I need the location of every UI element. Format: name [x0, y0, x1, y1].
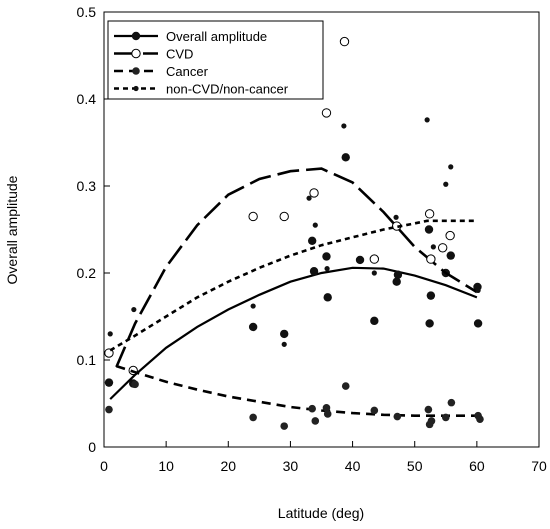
y-tick-label: 0.5 [77, 4, 97, 20]
marks-layer [104, 36, 484, 430]
series-1-point [339, 36, 350, 47]
series-3-point [341, 123, 347, 129]
legend-marker-3 [133, 85, 139, 92]
series-0-point [425, 319, 434, 328]
series-1-point [424, 209, 435, 219]
series-3-point [131, 306, 137, 313]
x-tick-label: 70 [531, 458, 547, 474]
series-1-fit-line [115, 167, 478, 368]
legend-marker-0 [131, 31, 141, 41]
y-tick-label: 0.4 [77, 91, 97, 107]
y-axis-label: Overall amplitude [4, 175, 20, 284]
series-2-fit-line [115, 364, 477, 417]
series-2-point [427, 417, 436, 425]
series-0-point [248, 322, 258, 332]
series-1-point [321, 108, 332, 118]
legend-box [107, 20, 324, 100]
series-3-point [371, 270, 377, 276]
series-1-point [426, 254, 436, 264]
legend-label-3: non-CVD/non-cancer [166, 82, 289, 97]
series-2-point [370, 406, 379, 415]
series-3-point [306, 195, 312, 201]
series-2-point [308, 404, 316, 413]
series-0-point [393, 270, 403, 279]
series-0-point [280, 329, 289, 339]
x-axis-label: Latitude (deg) [278, 505, 364, 521]
series-0-point [424, 225, 434, 234]
series-3-point [107, 331, 113, 337]
series-0-fit-line [109, 266, 478, 400]
series-3-fit-line [109, 219, 477, 352]
series-2-point [322, 404, 331, 412]
x-tick-label: 0 [100, 458, 108, 474]
series-0-point [392, 277, 401, 286]
series-2-point [447, 398, 456, 407]
series-3-point [475, 287, 481, 293]
series-0-point [355, 255, 365, 265]
series-1-point [445, 230, 455, 241]
series-2-point [311, 417, 320, 425]
series-2-point [424, 405, 433, 414]
y-tick-label: 0.2 [77, 265, 97, 281]
series-2-point [393, 412, 402, 421]
x-tick-label: 60 [469, 458, 485, 474]
series-3-point [424, 117, 430, 123]
series-3-point [324, 266, 330, 272]
series-2 [105, 364, 484, 430]
legend-label-2: Cancer [166, 64, 209, 79]
series-3 [107, 117, 481, 352]
series-0-point [307, 236, 317, 246]
legend-marker-2 [132, 67, 140, 75]
series-2-point [441, 413, 450, 422]
series-3-point [448, 164, 454, 170]
series-2-point [341, 382, 350, 390]
x-tick-label: 20 [220, 458, 236, 474]
series-0-point [341, 153, 350, 162]
x-tick-label: 40 [345, 458, 361, 474]
legend: Overall amplitude CVD Cancer non-CVD/non-ca… [107, 20, 324, 100]
series-3-point [443, 181, 449, 187]
legend-marker-1 [131, 48, 141, 59]
series-2-point [131, 380, 139, 389]
series-1-point [309, 188, 319, 198]
x-tick-label: 30 [283, 458, 299, 474]
series-0-point [473, 319, 483, 328]
series-2-point [105, 405, 113, 414]
legend-items: Overall amplitude CVD Cancer non-CVD/non-ca… [114, 29, 289, 97]
series-1-point [437, 243, 448, 253]
series-0-point [323, 293, 332, 302]
series-1-point [248, 211, 258, 222]
series-0 [104, 153, 483, 400]
series-3-point [312, 222, 318, 228]
legend-label-1: CVD [166, 47, 193, 62]
series-3-point [250, 303, 256, 309]
series-3-point [281, 341, 287, 347]
series-3-point [393, 214, 399, 220]
series-1-point [369, 254, 380, 264]
series-0-point [309, 267, 319, 276]
x-tick-label: 50 [407, 458, 423, 474]
series-2-point [280, 422, 289, 430]
series-0-point [446, 251, 455, 260]
series-0-point [104, 378, 114, 387]
series-3-point [430, 244, 436, 250]
series-0-point [322, 252, 331, 261]
series-0-point [370, 316, 379, 326]
series-2-point [249, 413, 257, 422]
y-tick-label: 0.1 [77, 352, 97, 368]
series-2-point [476, 415, 484, 423]
legend-label-0: Overall amplitude [166, 29, 267, 44]
plot-frame [103, 11, 540, 448]
x-tick-label: 10 [158, 458, 174, 474]
y-tick-label: 0 [88, 439, 96, 455]
series-0-point [426, 291, 436, 300]
series-1-point [279, 211, 289, 222]
y-tick-label: 0.3 [77, 178, 97, 194]
ticks-layer: 0 10 20 30 40 50 60 70 0 0.1 0.2 0.3 0.4 0.5 [77, 4, 547, 474]
series-2-point [323, 410, 332, 418]
